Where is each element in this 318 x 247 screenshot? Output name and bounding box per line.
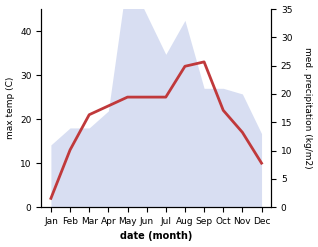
- X-axis label: date (month): date (month): [120, 231, 192, 242]
- Y-axis label: max temp (C): max temp (C): [5, 77, 15, 139]
- Y-axis label: med. precipitation (kg/m2): med. precipitation (kg/m2): [303, 47, 313, 169]
